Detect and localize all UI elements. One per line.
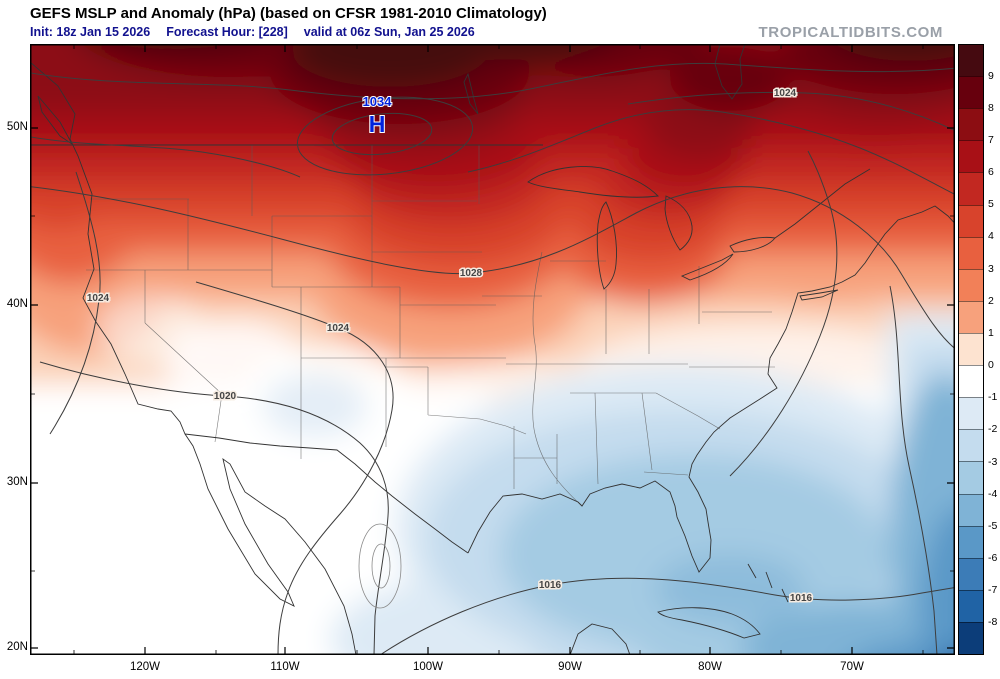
- contour-label: 1024: [774, 88, 797, 99]
- colorbar-tick-label: -1: [988, 391, 998, 404]
- colorbar-tick-label: 9: [988, 69, 994, 82]
- lake-ontario: [729, 236, 776, 253]
- colorbar-tick-label: 0: [988, 359, 994, 372]
- lon-tick-label: 90W: [558, 661, 582, 673]
- colorbar-segment: [959, 397, 983, 430]
- colorbar-segment: [959, 108, 983, 141]
- colorbar-tick-label: 6: [988, 166, 994, 179]
- high-pressure-symbol: H: [369, 111, 386, 137]
- coastline-pacific: [30, 61, 357, 655]
- colorbar-segment: [959, 140, 983, 173]
- colorbar-segment: [959, 589, 983, 622]
- contour-label: 1028: [460, 268, 483, 279]
- colorbar-tick-label: -4: [988, 487, 998, 500]
- chart-title: GEFS MSLP and Anomaly (hPa) (based on CF…: [30, 5, 547, 22]
- colorbar: [958, 44, 984, 655]
- colorbar-segment: [959, 300, 983, 333]
- lake-erie: [680, 253, 734, 281]
- anomaly-map: 1024 1028 1024 1024 1020 1016 1016 1034 …: [30, 44, 955, 655]
- init-time: Init: 18z Jan 15 2026: [30, 25, 151, 39]
- contour-label: 1016: [539, 580, 562, 591]
- lon-tick-label: 120W: [129, 661, 161, 673]
- colorbar-tick-label: 2: [988, 294, 994, 307]
- colorbar-tick-label: -6: [988, 552, 998, 565]
- anomaly-shading-field: [30, 44, 955, 655]
- colorbar-segment: [959, 365, 983, 398]
- colorbar-segment: [959, 76, 983, 109]
- colorbar-segment: [959, 525, 983, 558]
- lon-tick-label: 100W: [412, 661, 444, 673]
- colorbar-tick-label: 4: [988, 230, 994, 243]
- isobar-contours: [30, 62, 955, 655]
- colorbar-segment: [959, 557, 983, 590]
- colorbar-segment: [959, 45, 983, 77]
- lat-tick-label: 20N: [6, 641, 28, 653]
- colorbar-tick-label: 7: [988, 133, 994, 146]
- lat-tick-label: 50N: [6, 121, 28, 133]
- colorbar-tick-label: -3: [988, 455, 998, 468]
- map-svg: 1024 1028 1024 1024 1020 1016 1016 1034 …: [30, 44, 955, 655]
- valid-time: valid at 06z Sun, Jan 25 2026: [303, 25, 475, 39]
- forecast-hour: Forecast Hour: [228]: [166, 25, 288, 39]
- long-island: [799, 289, 839, 301]
- coastline-atlantic-gulf: [467, 205, 955, 573]
- lake-michigan: [596, 201, 617, 290]
- colorbar-tick-label: 8: [988, 101, 994, 114]
- yucatan: [569, 623, 631, 655]
- colorbar-tick-label: -7: [988, 584, 998, 597]
- coastlines: [30, 44, 955, 655]
- lon-tick-label: 110W: [270, 661, 300, 673]
- colorbar-tick-label: 3: [988, 262, 994, 275]
- state-borders: [86, 145, 775, 507]
- site-watermark: TROPICALTIDBITS.COM: [758, 24, 943, 41]
- vancouver-island: [37, 95, 73, 145]
- colorbar-tick-label: -8: [988, 616, 998, 629]
- contour-label: 1024: [327, 323, 350, 334]
- colorbar-segment: [959, 172, 983, 205]
- colorbar-segment: [959, 332, 983, 366]
- lake-superior: [527, 166, 659, 198]
- lat-tick-label: 40N: [6, 298, 28, 310]
- high-pressure-marker: 1034 H: [362, 93, 394, 138]
- contour-label: 1024: [87, 293, 110, 304]
- st-lawrence: [774, 168, 871, 239]
- lon-tick-label: 80W: [698, 661, 722, 673]
- colorbar-ticks: 9 8 7 6 5 4 3 2 1 0 -1 -2 -3 -4 -5 -6 -7 -8: [988, 44, 1000, 655]
- lake-winnipeg: [463, 72, 479, 115]
- bahamas: [747, 563, 789, 603]
- colorbar-segment: [959, 204, 983, 237]
- lake-huron: [664, 195, 693, 251]
- lat-tick-label: 30N: [6, 476, 28, 488]
- colorbar-tick-label: 5: [988, 198, 994, 211]
- colorbar-tick-label: -2: [988, 423, 998, 436]
- colorbar-segment: [959, 429, 983, 462]
- contour-label: 1020: [214, 391, 237, 402]
- high-pressure-value: 1034: [363, 94, 393, 109]
- lon-tick-label: 70W: [840, 661, 864, 673]
- contour-label: 1016: [790, 593, 813, 604]
- cuba: [657, 607, 761, 639]
- colorbar-tick-label: -5: [988, 519, 998, 532]
- colorbar-tick-label: 1: [988, 326, 994, 339]
- colorbar-segment: [959, 268, 983, 301]
- colorbar-segment: [959, 493, 983, 526]
- chart-subtitle: Init: 18z Jan 15 2026 Forecast Hour: [228…: [30, 25, 491, 39]
- axis-ticks: [30, 44, 955, 655]
- contour-labels: 1024 1028 1024 1024 1020 1016 1016: [85, 87, 814, 606]
- colorbar-segment: [959, 461, 983, 494]
- map-border: [30, 44, 955, 655]
- colorbar-segment: [959, 236, 983, 269]
- colorbar-segment: [959, 621, 983, 655]
- mexico-border: [184, 433, 469, 554]
